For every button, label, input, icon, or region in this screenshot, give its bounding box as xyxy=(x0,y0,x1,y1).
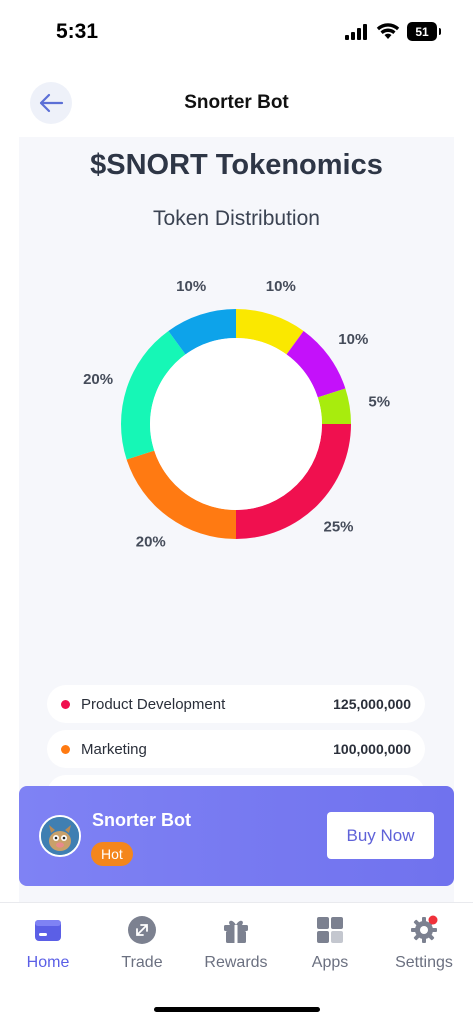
nav-label: Home xyxy=(26,954,70,971)
nav-label: Trade xyxy=(121,954,163,971)
legend-row[interactable]: Marketing 100,000,000 xyxy=(47,730,425,768)
donut-slice xyxy=(236,309,304,355)
nav-item-home[interactable]: Home xyxy=(1,915,95,972)
donut-slice xyxy=(168,309,236,355)
tokenomics-card: $SNORT Tokenomics Token Distribution 10%… xyxy=(19,137,454,902)
tokenomics-title: $SNORT Tokenomics xyxy=(90,149,383,181)
nav-item-apps[interactable]: Apps xyxy=(283,915,377,972)
nav-label: Apps xyxy=(311,954,349,971)
buy-now-button[interactable]: Buy Now xyxy=(327,812,434,859)
battery-icon: 51 xyxy=(407,22,441,41)
legend-color-dot xyxy=(61,744,70,754)
legend-label: Product Development xyxy=(81,695,226,713)
bottom-navigation: Home Trade Rewards Apps Settings xyxy=(0,902,473,1024)
snorter-mascot-icon xyxy=(41,817,79,855)
chart-subtitle: Token Distribution xyxy=(153,207,320,230)
donut-slice xyxy=(286,330,346,398)
home-indicator xyxy=(154,1007,320,1012)
status-bar: 5:31 51 xyxy=(0,0,473,64)
nav-label: Rewards xyxy=(204,954,268,971)
apps-grid-icon xyxy=(315,915,345,945)
slice-percent-label: 20% xyxy=(83,371,113,388)
trade-icon xyxy=(127,915,157,945)
slice-percent-label: 5% xyxy=(368,393,390,410)
slice-percent-label: 10% xyxy=(338,331,368,348)
slice-percent-label: 10% xyxy=(176,278,206,295)
gear-icon xyxy=(409,915,439,945)
token-distribution-donut-chart: 10% 10% 5% 25% 20% 20% 10% xyxy=(83,278,390,550)
legend-color-dot xyxy=(61,699,70,709)
arrow-left-icon xyxy=(39,93,64,113)
promo-title: Snorter Bot xyxy=(92,810,191,830)
donut-slice xyxy=(236,424,351,539)
hot-badge: Hot xyxy=(91,842,133,866)
battery-level: 51 xyxy=(415,24,429,39)
slice-percent-label: 25% xyxy=(324,519,354,536)
legend-value: 100,000,000 xyxy=(333,741,411,757)
promo-banner: Snorter Bot Hot Buy Now xyxy=(19,786,454,886)
donut-hole xyxy=(150,338,322,510)
slice-percent-label: 10% xyxy=(266,278,296,295)
cellular-signal-icon xyxy=(345,24,369,40)
nav-item-settings[interactable]: Settings xyxy=(377,915,471,972)
status-time: 5:31 xyxy=(56,20,99,43)
gift-icon xyxy=(221,915,251,945)
page-title: Snorter Bot xyxy=(184,92,289,113)
legend-value: 125,000,000 xyxy=(333,696,411,712)
snorter-bot-avatar xyxy=(39,815,81,857)
legend-row[interactable]: Product Development 125,000,000 xyxy=(47,685,425,723)
donut-slice xyxy=(120,330,186,460)
wifi-icon xyxy=(376,23,400,39)
nav-label: Settings xyxy=(395,954,453,971)
nav-item-rewards[interactable]: Rewards xyxy=(189,915,283,972)
slice-percent-label: 20% xyxy=(136,533,166,550)
donut-slice xyxy=(126,450,236,539)
legend-label: Marketing xyxy=(81,740,147,758)
back-button[interactable] xyxy=(30,82,72,124)
wallet-icon xyxy=(33,915,63,945)
nav-item-trade[interactable]: Trade xyxy=(95,915,189,972)
donut-slice xyxy=(317,388,351,424)
